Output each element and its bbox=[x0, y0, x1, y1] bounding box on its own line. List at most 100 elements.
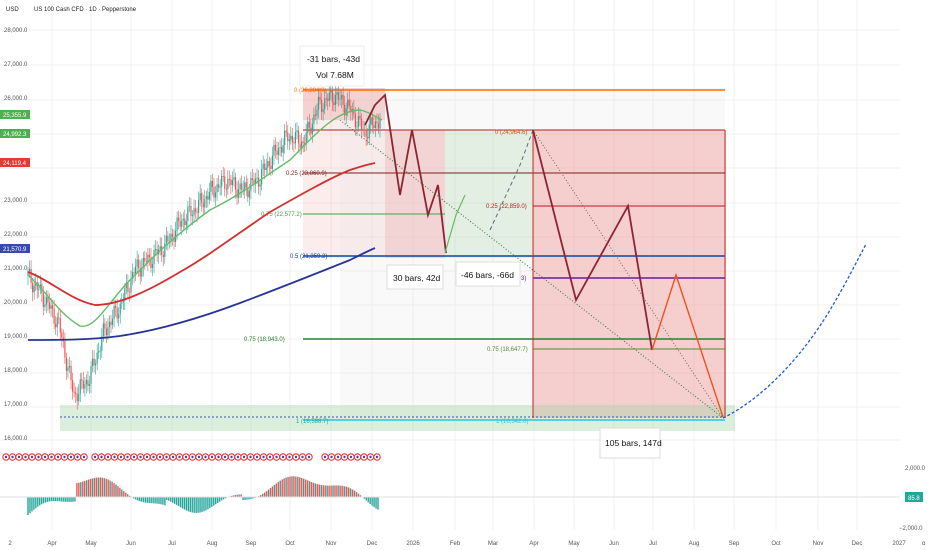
osc-bar bbox=[91, 478, 94, 497]
candle-body bbox=[230, 179, 232, 185]
osc-bar bbox=[179, 497, 182, 508]
event-icon-dot bbox=[56, 455, 60, 459]
osc-bar bbox=[84, 480, 86, 497]
osc-bar bbox=[216, 497, 219, 503]
event-icon-dot bbox=[82, 455, 86, 459]
svg-text:16,000.0: 16,000.0 bbox=[4, 436, 28, 442]
osc-bar bbox=[304, 479, 307, 497]
candle-body bbox=[42, 293, 44, 307]
osc-bar bbox=[60, 497, 62, 502]
osc-bar bbox=[121, 489, 123, 497]
fib-levels-right[interactable] bbox=[533, 205, 725, 350]
candle-body bbox=[185, 221, 187, 226]
event-icon-dot bbox=[268, 455, 272, 459]
event-icon-dot bbox=[11, 455, 14, 459]
osc-bar bbox=[158, 497, 160, 504]
fib-left-025: 0.25 (23,860.9) bbox=[286, 171, 327, 177]
osc-bar bbox=[312, 482, 315, 497]
measure-box-mid1[interactable]: 30 bars, 42d bbox=[386, 264, 444, 290]
candle-body bbox=[356, 126, 358, 128]
osc-bar bbox=[160, 497, 162, 505]
osc-bar bbox=[334, 485, 336, 497]
osc-bar bbox=[52, 497, 55, 502]
candle-body bbox=[164, 243, 166, 257]
osc-bar bbox=[244, 497, 246, 500]
candle-body bbox=[219, 186, 221, 188]
candle-body bbox=[110, 321, 112, 325]
event-icon-dot bbox=[139, 455, 142, 459]
osc-bar bbox=[338, 485, 340, 497]
svg-text:21,000.0: 21,000.0 bbox=[4, 266, 28, 272]
osc-bar bbox=[261, 493, 264, 497]
osc-bar bbox=[89, 478, 92, 497]
candle-body bbox=[221, 175, 223, 187]
osc-bar bbox=[207, 497, 209, 510]
svg-text:19,000.0: 19,000.0 bbox=[4, 334, 28, 340]
osc-bar bbox=[95, 477, 98, 497]
measure-box-mid2[interactable]: -46 bars, -66d bbox=[455, 261, 521, 287]
event-icon-dot bbox=[294, 455, 298, 459]
osc-bar bbox=[85, 480, 88, 497]
event-markers[interactable] bbox=[2, 453, 381, 461]
event-icon-dot bbox=[126, 455, 129, 459]
candle-body bbox=[119, 303, 121, 315]
osc-bar bbox=[62, 497, 64, 502]
candle-body bbox=[324, 98, 326, 110]
price-tag-red: 24,119.4 bbox=[0, 158, 30, 167]
candle-body bbox=[108, 321, 111, 328]
osc-bar bbox=[287, 476, 289, 497]
osc-bar bbox=[93, 477, 96, 497]
fib-left-05: 0.5 (21,359.2) bbox=[290, 254, 327, 260]
measure-box-bottom[interactable]: 105 bars, 147d bbox=[599, 427, 662, 459]
osc-bar bbox=[156, 497, 158, 504]
osc-bar bbox=[74, 497, 76, 502]
osc-bar bbox=[187, 497, 190, 512]
osc-bar bbox=[351, 489, 354, 497]
candle-body bbox=[305, 132, 307, 145]
osc-bar bbox=[125, 492, 127, 497]
osc-bar bbox=[78, 482, 80, 497]
osc-bar bbox=[230, 495, 233, 497]
candle-body bbox=[178, 217, 180, 222]
osc-bar bbox=[283, 478, 285, 497]
candle-body bbox=[38, 289, 40, 291]
candle-body bbox=[105, 328, 107, 336]
candle-body bbox=[84, 384, 86, 389]
ma-green-line bbox=[27, 109, 383, 327]
osc-bar bbox=[123, 491, 125, 497]
candle-body bbox=[327, 98, 329, 101]
osc-bar bbox=[314, 483, 317, 497]
osc-bar bbox=[70, 497, 72, 502]
candle-body bbox=[271, 155, 274, 169]
candle-body bbox=[304, 143, 306, 145]
candle-body bbox=[301, 141, 303, 149]
instrument-title[interactable]: US 100 Cash CFD · 1D · Pepperstone bbox=[34, 7, 137, 13]
candle-body bbox=[374, 121, 376, 128]
osc-bar bbox=[193, 497, 195, 513]
candle-body bbox=[64, 341, 66, 358]
osc-bar bbox=[58, 497, 60, 502]
candle-body bbox=[82, 380, 84, 389]
svg-text:21,570.9: 21,570.9 bbox=[3, 247, 27, 253]
osc-bar bbox=[171, 497, 174, 503]
osc-bar bbox=[293, 476, 295, 497]
measure-box-top[interactable]: -31 bars, -43d Vol 7.68M bbox=[299, 45, 365, 87]
axis-settings-icon[interactable]: ɑ bbox=[922, 541, 925, 547]
candle-body bbox=[148, 254, 151, 258]
candle-body bbox=[250, 178, 252, 191]
candle-body bbox=[299, 143, 301, 149]
time-axis-label: Jun bbox=[126, 541, 136, 547]
candle-body bbox=[368, 124, 370, 139]
candle-body bbox=[32, 282, 34, 293]
candle-body bbox=[216, 184, 218, 193]
event-icon-dot bbox=[249, 455, 252, 459]
event-icon-dot bbox=[242, 455, 246, 459]
candle-body bbox=[277, 147, 280, 155]
svg-text:24,992.3: 24,992.3 bbox=[3, 132, 27, 138]
candle-body bbox=[336, 92, 338, 95]
fib-right-025: 0.25 (22,859.0) bbox=[486, 204, 527, 210]
fib-levels-left[interactable] bbox=[60, 89, 725, 421]
osc-bar bbox=[128, 495, 131, 497]
osc-bar bbox=[248, 497, 250, 500]
